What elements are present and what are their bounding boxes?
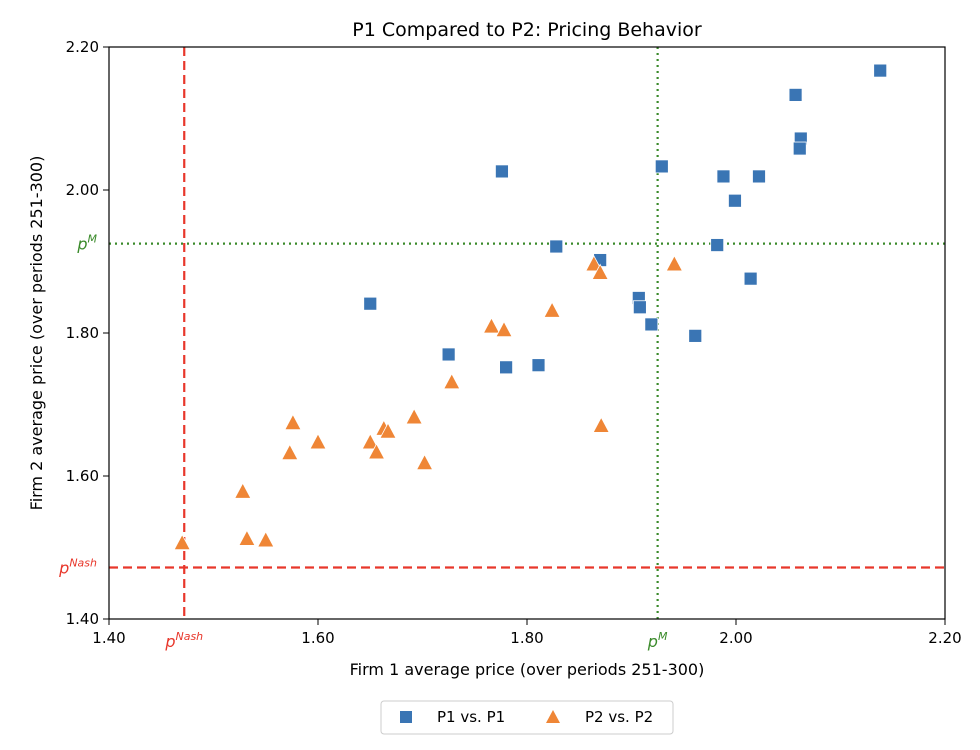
reference-lines bbox=[109, 47, 945, 619]
point-series-1 bbox=[361, 433, 379, 450]
p_nash-y-label: pNash bbox=[58, 557, 97, 578]
chart-title: P1 Compared to P2: Pricing Behavior bbox=[352, 19, 702, 41]
point-series-0 bbox=[788, 88, 803, 102]
x-tick-label: 2.00 bbox=[719, 629, 752, 647]
y-tick-label: 1.60 bbox=[66, 467, 99, 485]
point-series-1 bbox=[443, 372, 461, 390]
legend-box bbox=[380, 700, 674, 735]
y-tick-label: 2.00 bbox=[66, 181, 99, 199]
point-series-0 bbox=[743, 271, 758, 286]
point-series-0 bbox=[752, 169, 766, 184]
point-series-1 bbox=[415, 453, 434, 471]
plot-area bbox=[108, 46, 946, 620]
x-axis-label: Firm 1 average price (over periods 251-3… bbox=[350, 660, 705, 679]
point-series-0 bbox=[654, 159, 669, 174]
point-series-1 bbox=[591, 263, 609, 280]
data-points bbox=[173, 63, 888, 551]
point-series-1 bbox=[592, 416, 610, 433]
point-series-1 bbox=[173, 533, 191, 551]
point-series-1 bbox=[482, 317, 501, 334]
point-series-1 bbox=[405, 408, 423, 425]
point-series-1 bbox=[495, 320, 513, 338]
point-series-0 bbox=[632, 300, 647, 315]
point-series-0 bbox=[549, 239, 564, 254]
y-tick-label: 1.40 bbox=[66, 610, 99, 628]
p_nash-x-label: pNash bbox=[164, 630, 203, 651]
x-tick-label: 2.20 bbox=[928, 629, 961, 647]
point-series-0 bbox=[792, 141, 807, 156]
point-series-1 bbox=[367, 443, 386, 460]
point-series-1 bbox=[665, 255, 684, 272]
x-tick-label: 1.80 bbox=[510, 629, 543, 647]
point-series-0 bbox=[873, 63, 888, 78]
y-axis-label: Firm 2 average price (over periods 251-3… bbox=[27, 156, 46, 511]
point-series-1 bbox=[257, 530, 275, 548]
point-series-0 bbox=[441, 347, 456, 362]
point-series-1 bbox=[281, 443, 299, 461]
point-series-1 bbox=[234, 482, 252, 499]
point-series-0 bbox=[644, 317, 659, 332]
legend-marker-triangle bbox=[546, 710, 560, 723]
p_monopoly-x-label: pM bbox=[647, 630, 668, 651]
y-tick-label: 1.80 bbox=[66, 324, 99, 342]
point-series-1 bbox=[238, 529, 256, 546]
point-series-0 bbox=[495, 164, 509, 179]
point-series-0 bbox=[499, 360, 514, 375]
point-series-1 bbox=[284, 413, 302, 430]
point-series-0 bbox=[716, 169, 731, 184]
point-series-1 bbox=[309, 433, 327, 450]
legend-label-p1: P1 vs. P1 bbox=[437, 708, 505, 726]
y-axis: 1.40 1.60 1.80 2.00 2.20 bbox=[66, 38, 109, 628]
point-series-0 bbox=[728, 193, 742, 208]
legend: P1 vs. P1 P2 vs. P2 bbox=[380, 700, 674, 735]
reference-labels: pNash pNash pM pM bbox=[58, 233, 668, 651]
point-series-0 bbox=[710, 238, 725, 252]
p_monopoly-y-label: pM bbox=[76, 233, 97, 254]
legend-label-p2: P2 vs. P2 bbox=[585, 708, 653, 726]
x-tick-label: 1.40 bbox=[92, 629, 125, 647]
point-series-0 bbox=[531, 358, 546, 373]
point-series-1 bbox=[379, 422, 397, 439]
x-tick-label: 1.60 bbox=[301, 629, 334, 647]
x-axis: 1.40 1.60 1.80 2.00 2.20 bbox=[92, 619, 962, 647]
y-tick-label: 2.20 bbox=[66, 38, 99, 56]
legend-marker-square bbox=[400, 711, 412, 723]
point-series-1 bbox=[585, 255, 603, 272]
point-series-0 bbox=[363, 296, 378, 311]
point-series-0 bbox=[688, 328, 703, 343]
point-series-1 bbox=[543, 301, 561, 318]
